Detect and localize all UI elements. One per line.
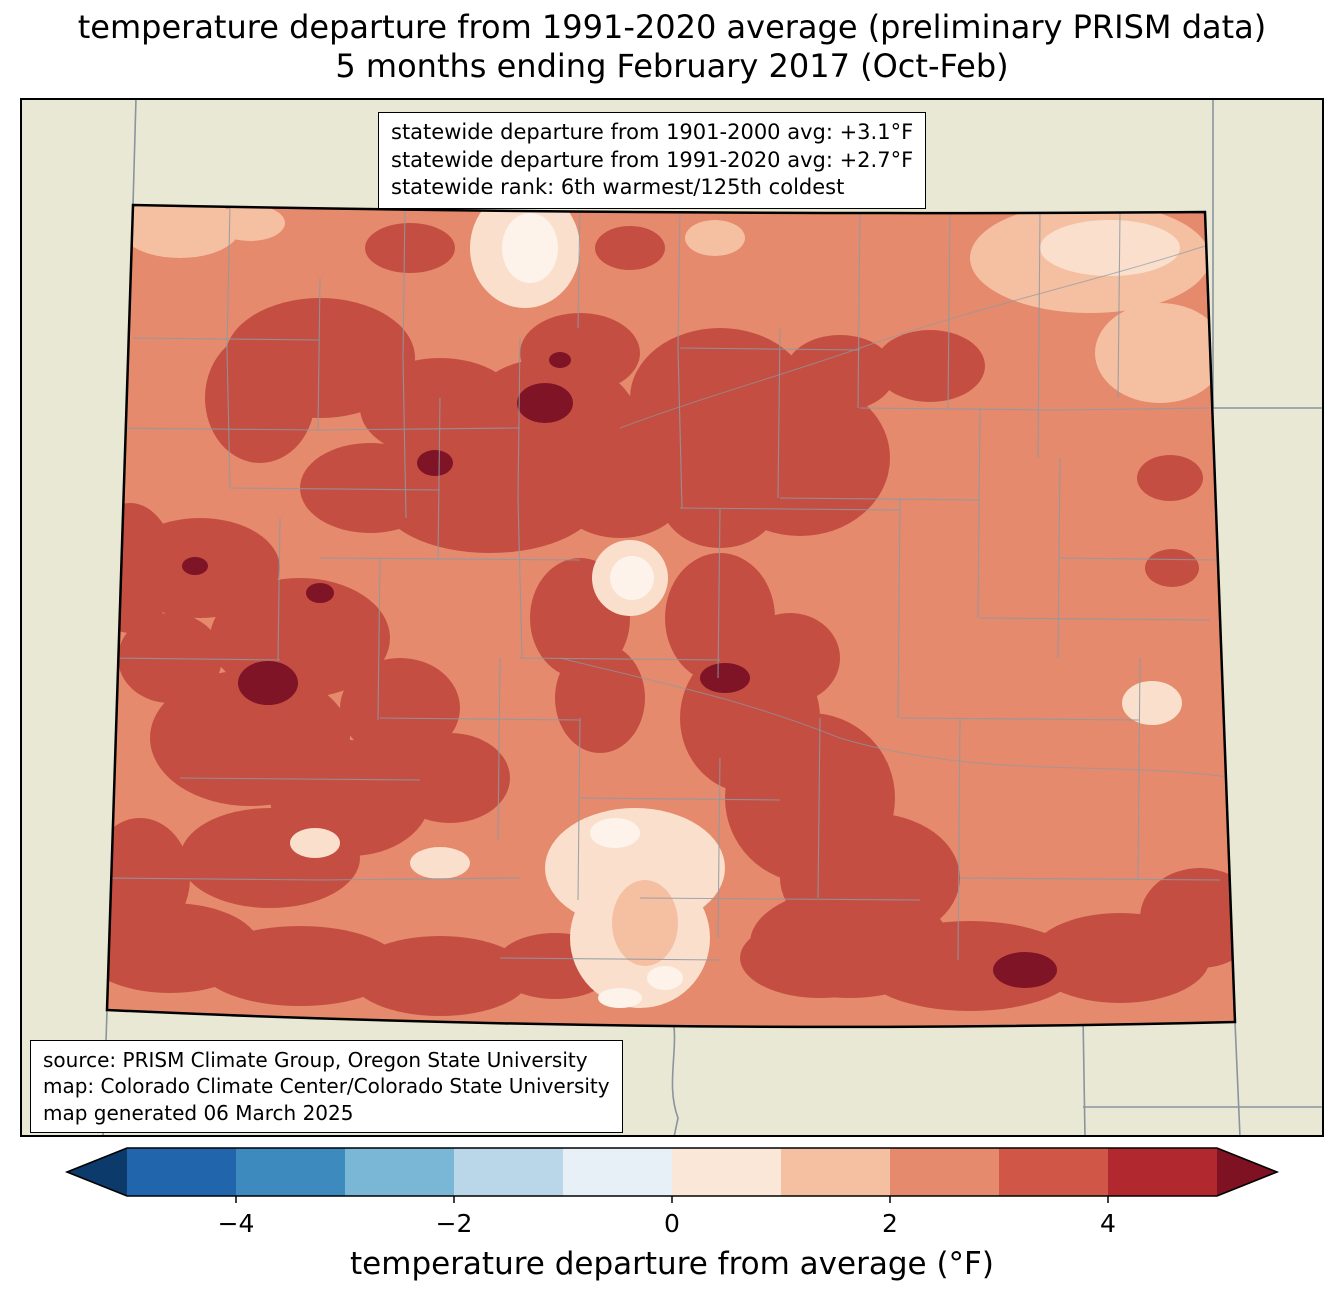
map-title-line1: temperature departure from 1991-2020 ave… xyxy=(77,8,1267,46)
source-line-3: map generated 06 March 2025 xyxy=(43,1100,354,1125)
colorbar-axis-label: temperature departure from average (°F) xyxy=(350,1246,994,1282)
colorbar-segment xyxy=(890,1148,999,1196)
colorbar-segment xyxy=(999,1148,1108,1196)
colorbar-segment xyxy=(236,1148,345,1196)
colorbar-segment xyxy=(345,1148,454,1196)
colorbar-over-arrow xyxy=(1217,1148,1277,1196)
colorbar-tick-label: −2 xyxy=(436,1209,473,1238)
stats-line-2: statewide departure from 1991-2020 avg: … xyxy=(391,147,914,172)
colorbar-tick-label: −4 xyxy=(218,1209,255,1238)
colorbar-segment xyxy=(563,1148,672,1196)
source-line-2: map: Colorado Climate Center/Colorado St… xyxy=(43,1074,610,1099)
anomaly-region-maroon xyxy=(182,352,1057,988)
stats-line-3: statewide rank: 6th warmest/125th coldes… xyxy=(391,175,845,200)
colorbar: temperature departure from average (°F) … xyxy=(64,1147,1280,1282)
colorbar-tick-label: 4 xyxy=(1100,1209,1116,1238)
colorado-anomaly-map xyxy=(20,98,1324,1137)
colorbar-segment xyxy=(672,1148,781,1196)
map-frame xyxy=(20,98,1324,1137)
statewide-stats-box: statewide departure from 1901-2000 avg: … xyxy=(378,112,927,210)
colorbar-outline xyxy=(64,1147,1280,1197)
map-axes: statewide departure from 1901-2000 avg: … xyxy=(20,98,1324,1137)
anomaly-region-pale-peach xyxy=(110,205,1225,403)
colorbar-under-arrow xyxy=(67,1148,127,1196)
stats-line-1: statewide departure from 1901-2000 avg: … xyxy=(391,120,914,144)
colorbar-tick-label: 0 xyxy=(664,1209,680,1238)
source-line-1: source: PRISM Climate Group, Oregon Stat… xyxy=(43,1048,588,1072)
anomaly-region-white xyxy=(502,213,683,1008)
map-title-line2: 5 months ending February 2017 (Oct-Feb) xyxy=(335,47,1009,86)
colorbar-segment xyxy=(1108,1148,1217,1196)
colorbar-segment xyxy=(127,1148,236,1196)
source-box: source: PRISM Climate Group, Oregon Stat… xyxy=(30,1040,623,1134)
county-borders xyxy=(107,205,1221,961)
colorbar-segment xyxy=(454,1148,563,1196)
map-title: temperature departure from 1991-2020 ave… xyxy=(0,8,1344,86)
colorado-state-border xyxy=(105,203,1237,1029)
rivers xyxy=(559,245,1235,779)
colorbar-segment xyxy=(781,1148,890,1196)
colorbar-tick-label: 2 xyxy=(882,1209,898,1238)
anomaly-region-peach-inner xyxy=(612,880,678,966)
